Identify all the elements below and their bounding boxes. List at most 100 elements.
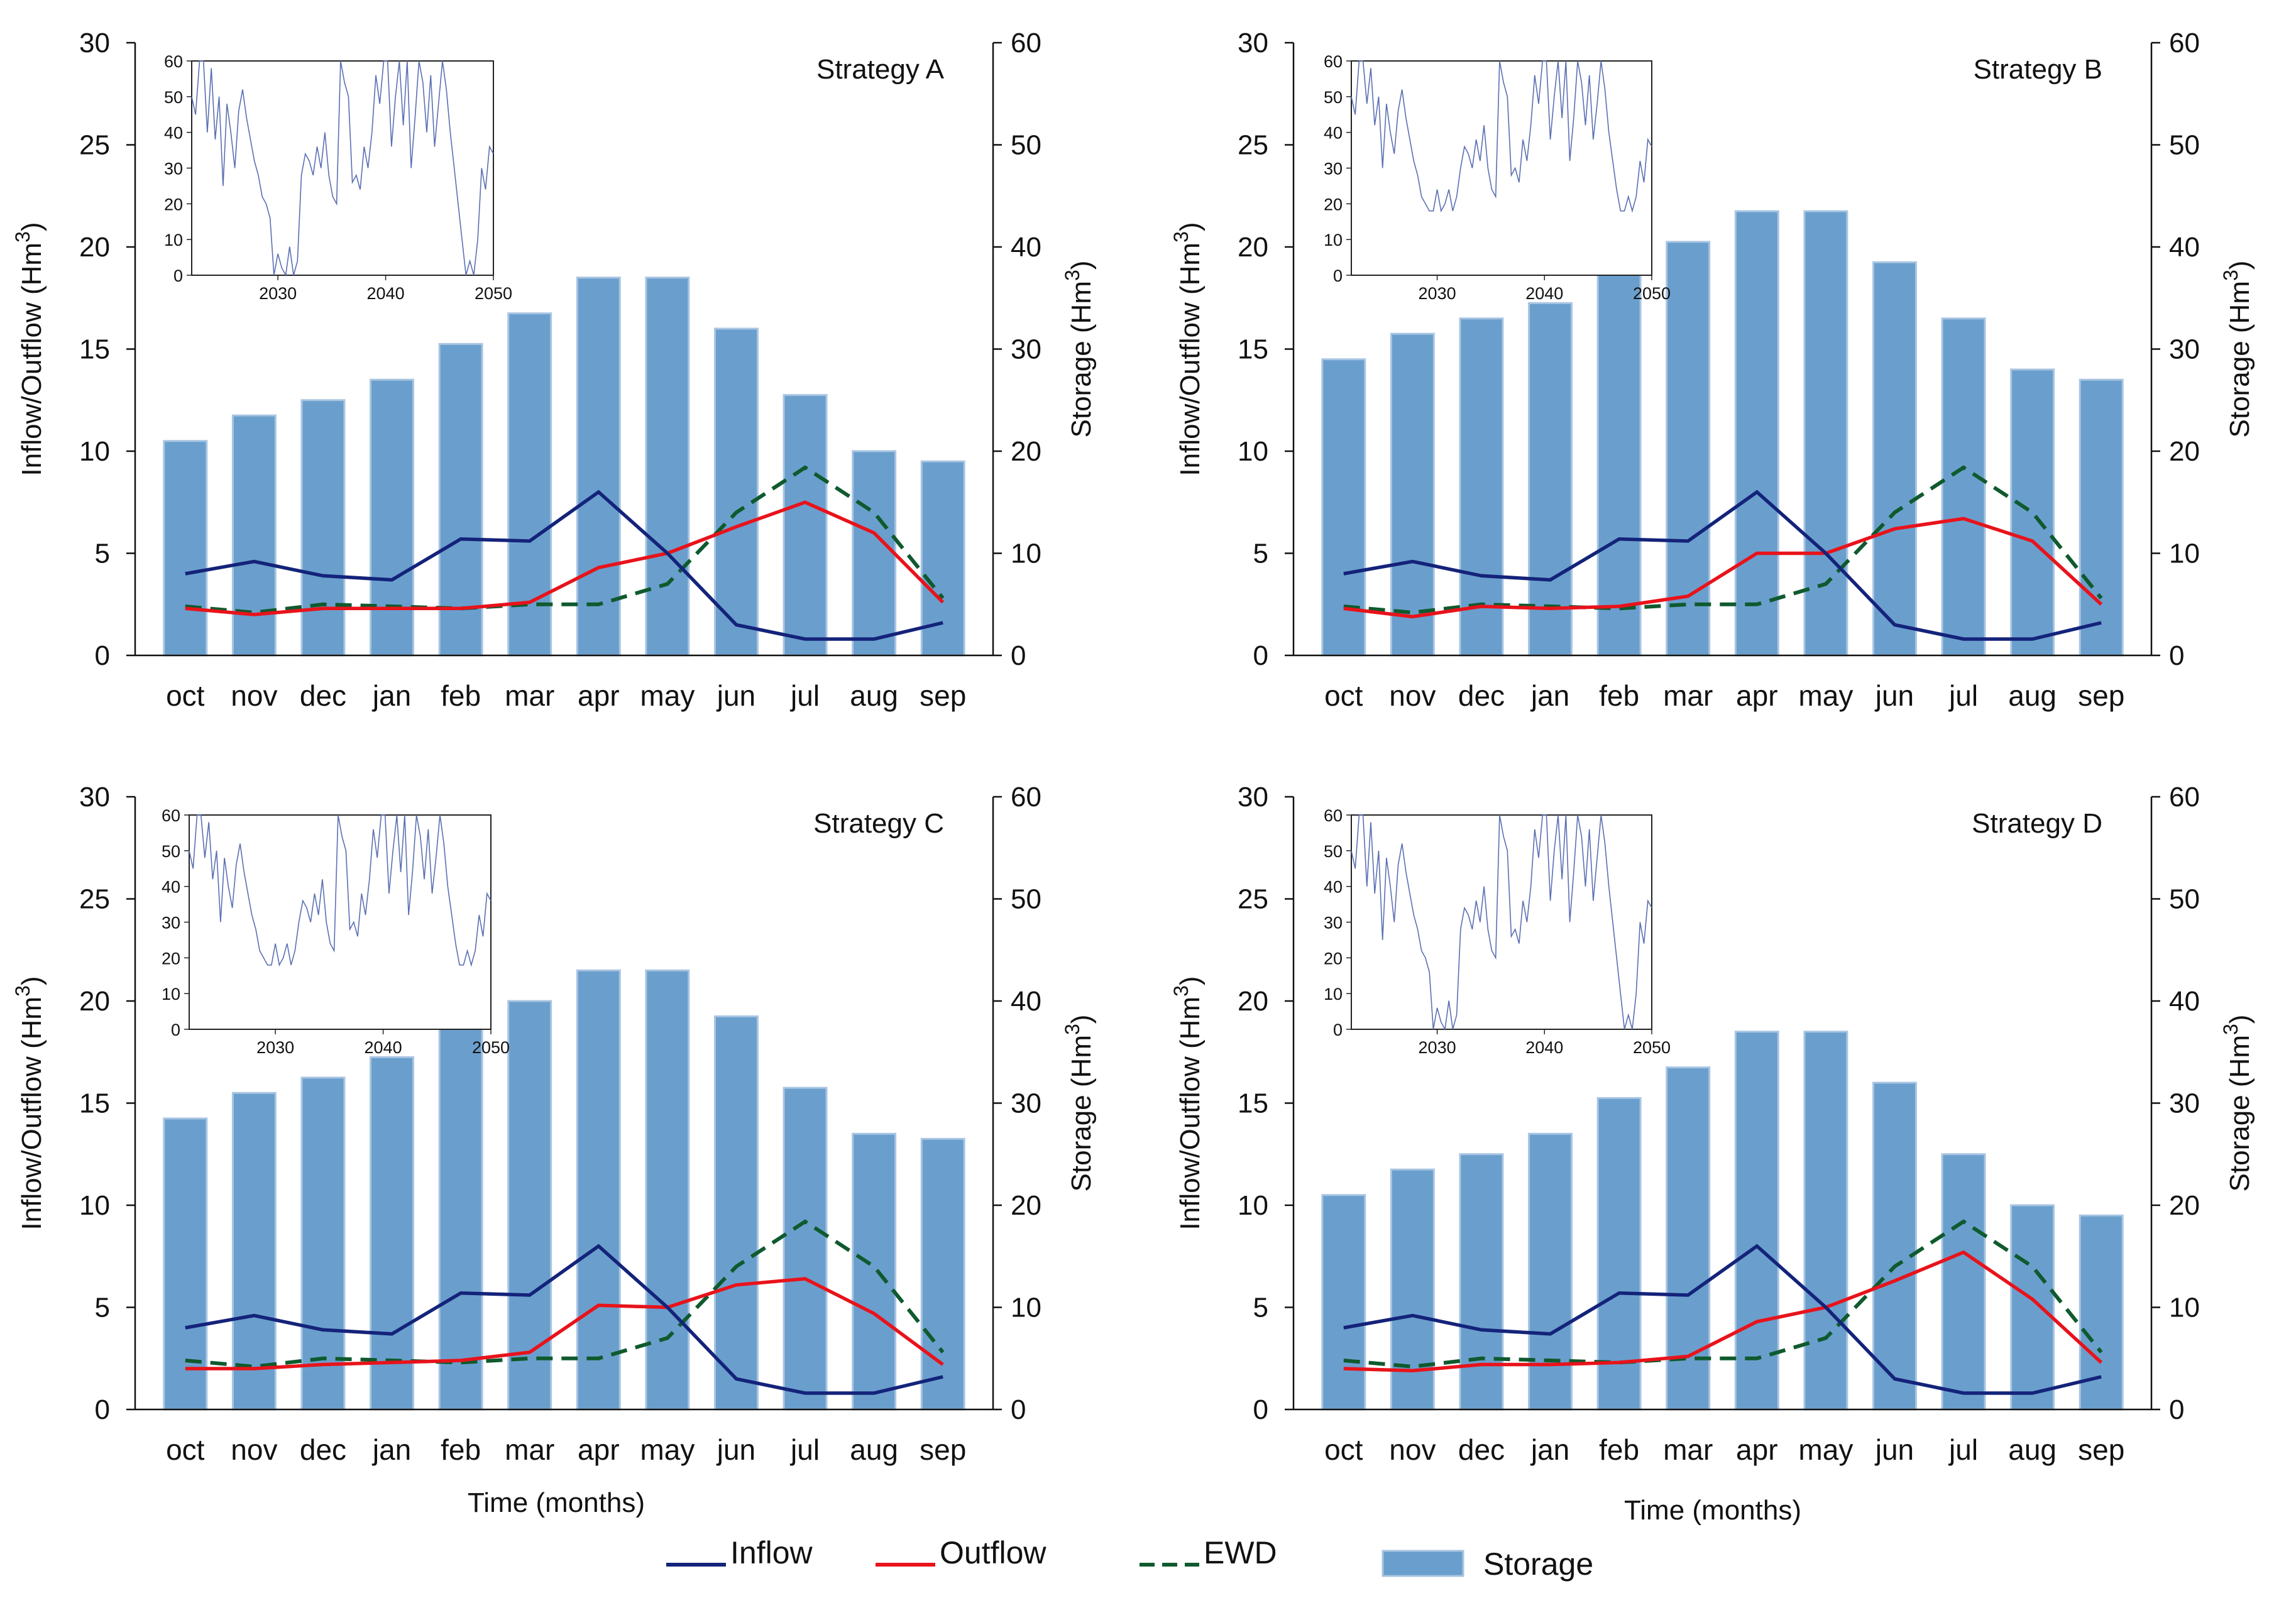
storage-bar bbox=[1803, 1031, 1848, 1411]
left-tick-label: 20 bbox=[1238, 232, 1268, 263]
right-tick-label: 50 bbox=[2169, 884, 2200, 915]
inflow-line bbox=[1343, 1244, 2102, 1395]
left-tick-label: 30 bbox=[1238, 28, 1268, 58]
storage-bar bbox=[1666, 241, 1711, 657]
left-tick-label: 30 bbox=[79, 782, 110, 812]
storage-bar bbox=[1803, 210, 1848, 657]
right-tick-label: 50 bbox=[1011, 884, 1041, 915]
x-tick-label: may bbox=[1798, 1433, 1853, 1466]
right-tick-label: 0 bbox=[2169, 1394, 2184, 1425]
inset-storage-line bbox=[1351, 60, 1652, 213]
inset-frame bbox=[1351, 60, 1652, 276]
x-tick-label: dec bbox=[300, 679, 346, 712]
x-tick-label: feb bbox=[1599, 1433, 1639, 1466]
right-tick-label: 20 bbox=[1011, 1190, 1041, 1221]
ewd-line bbox=[185, 1219, 945, 1369]
x-tick-label: apr bbox=[1736, 679, 1777, 712]
left-tick-label: 25 bbox=[79, 884, 110, 915]
storage-bar bbox=[713, 327, 759, 657]
storage-bar bbox=[163, 1117, 208, 1411]
inset-x-tick-label: 2050 bbox=[472, 1038, 510, 1057]
left-tick-label: 5 bbox=[1253, 1293, 1268, 1323]
storage-bar bbox=[1459, 1153, 1504, 1411]
storage-bar bbox=[438, 342, 483, 657]
x-tick-label: jul bbox=[1948, 679, 1978, 712]
storage-bar bbox=[2079, 378, 2124, 657]
storage-bar bbox=[231, 414, 277, 657]
storage-bar bbox=[507, 312, 552, 657]
x-tick-label: oct bbox=[166, 1433, 205, 1466]
left-tick-label: 10 bbox=[79, 436, 110, 467]
inset-y-tick-label: 60 bbox=[164, 52, 183, 71]
left-tick-label: 20 bbox=[1238, 986, 1268, 1017]
x-tick-label: jul bbox=[789, 679, 820, 712]
storage-bar bbox=[231, 1091, 277, 1411]
storage-bar bbox=[1872, 261, 1917, 657]
legend-outflow-label: Outflow bbox=[940, 1535, 1046, 1570]
storage-bar bbox=[852, 1132, 897, 1411]
inset-x-tick-label: 2040 bbox=[1525, 284, 1563, 303]
inset-x-tick-label: 2030 bbox=[1419, 284, 1456, 303]
inset-frame bbox=[1351, 814, 1652, 1030]
storage-bar bbox=[300, 399, 346, 657]
storage-bar bbox=[438, 1026, 483, 1411]
right-tick-label: 60 bbox=[1011, 782, 1041, 812]
x-tick-label: jun bbox=[716, 1433, 755, 1466]
x-tick-label: dec bbox=[1458, 1433, 1505, 1466]
storage-bar bbox=[920, 1137, 965, 1411]
x-tick-label: nov bbox=[231, 1433, 277, 1466]
x-tick-label: sep bbox=[2078, 679, 2124, 712]
storage-bar bbox=[645, 276, 690, 657]
left-y-axis-label: Inflow/Outflow (Hm3) bbox=[11, 976, 47, 1230]
storage-bar bbox=[370, 378, 415, 657]
x-tick-label: aug bbox=[2008, 679, 2057, 712]
outflow-line bbox=[185, 1277, 944, 1370]
strategy-title: Strategy A bbox=[816, 54, 945, 85]
storage-bar bbox=[1596, 266, 1642, 657]
inset-x-tick-label: 2050 bbox=[1633, 1038, 1671, 1057]
inset-y-tick-label: 50 bbox=[164, 88, 183, 107]
x-tick-label: jan bbox=[371, 1433, 411, 1466]
inset-y-tick-label: 30 bbox=[1324, 160, 1343, 178]
left-tick-label: 5 bbox=[1253, 539, 1268, 569]
storage-bar bbox=[2010, 1204, 2055, 1411]
right-tick-label: 10 bbox=[2169, 1293, 2200, 1323]
inset-y-tick-label: 40 bbox=[1324, 878, 1343, 897]
right-tick-label: 10 bbox=[2169, 539, 2200, 569]
legend: Inflow Outflow EWD Storage bbox=[666, 1535, 1593, 1582]
inset-y-tick-label: 50 bbox=[1324, 842, 1343, 861]
x-tick-label: feb bbox=[441, 1433, 481, 1466]
x-tick-label: jun bbox=[1874, 679, 1914, 712]
inflow-line bbox=[1343, 490, 2102, 641]
right-tick-label: 40 bbox=[1011, 232, 1041, 263]
x-tick-label: nov bbox=[1389, 1433, 1436, 1466]
right-y-axis-label: Storage (Hm3) bbox=[1061, 261, 1097, 438]
x-tick-label: may bbox=[640, 679, 695, 712]
storage-bar bbox=[1596, 1097, 1642, 1411]
right-tick-label: 10 bbox=[1011, 539, 1041, 569]
storage-bar bbox=[1941, 1153, 1986, 1411]
inset-y-tick-label: 40 bbox=[164, 124, 183, 143]
inset-y-tick-label: 20 bbox=[162, 949, 180, 968]
right-tick-label: 10 bbox=[1011, 1293, 1041, 1323]
right-tick-label: 40 bbox=[2169, 986, 2200, 1017]
inset-y-tick-label: 0 bbox=[171, 1020, 180, 1039]
x-tick-label: nov bbox=[231, 679, 277, 712]
right-tick-label: 0 bbox=[2169, 640, 2184, 671]
right-tick-label: 30 bbox=[2169, 334, 2200, 365]
x-tick-label: nov bbox=[1389, 679, 1436, 712]
storage-bar bbox=[1459, 317, 1504, 657]
storage-bar bbox=[2079, 1214, 2124, 1411]
inset-y-tick-label: 40 bbox=[162, 878, 180, 897]
inflow-line bbox=[185, 1244, 943, 1395]
storage-bar bbox=[783, 1086, 828, 1411]
inset-storage-line bbox=[1351, 814, 1652, 1031]
x-tick-label: mar bbox=[505, 1433, 554, 1466]
inset-y-tick-label: 30 bbox=[1324, 914, 1343, 933]
right-tick-label: 20 bbox=[2169, 1190, 2200, 1221]
